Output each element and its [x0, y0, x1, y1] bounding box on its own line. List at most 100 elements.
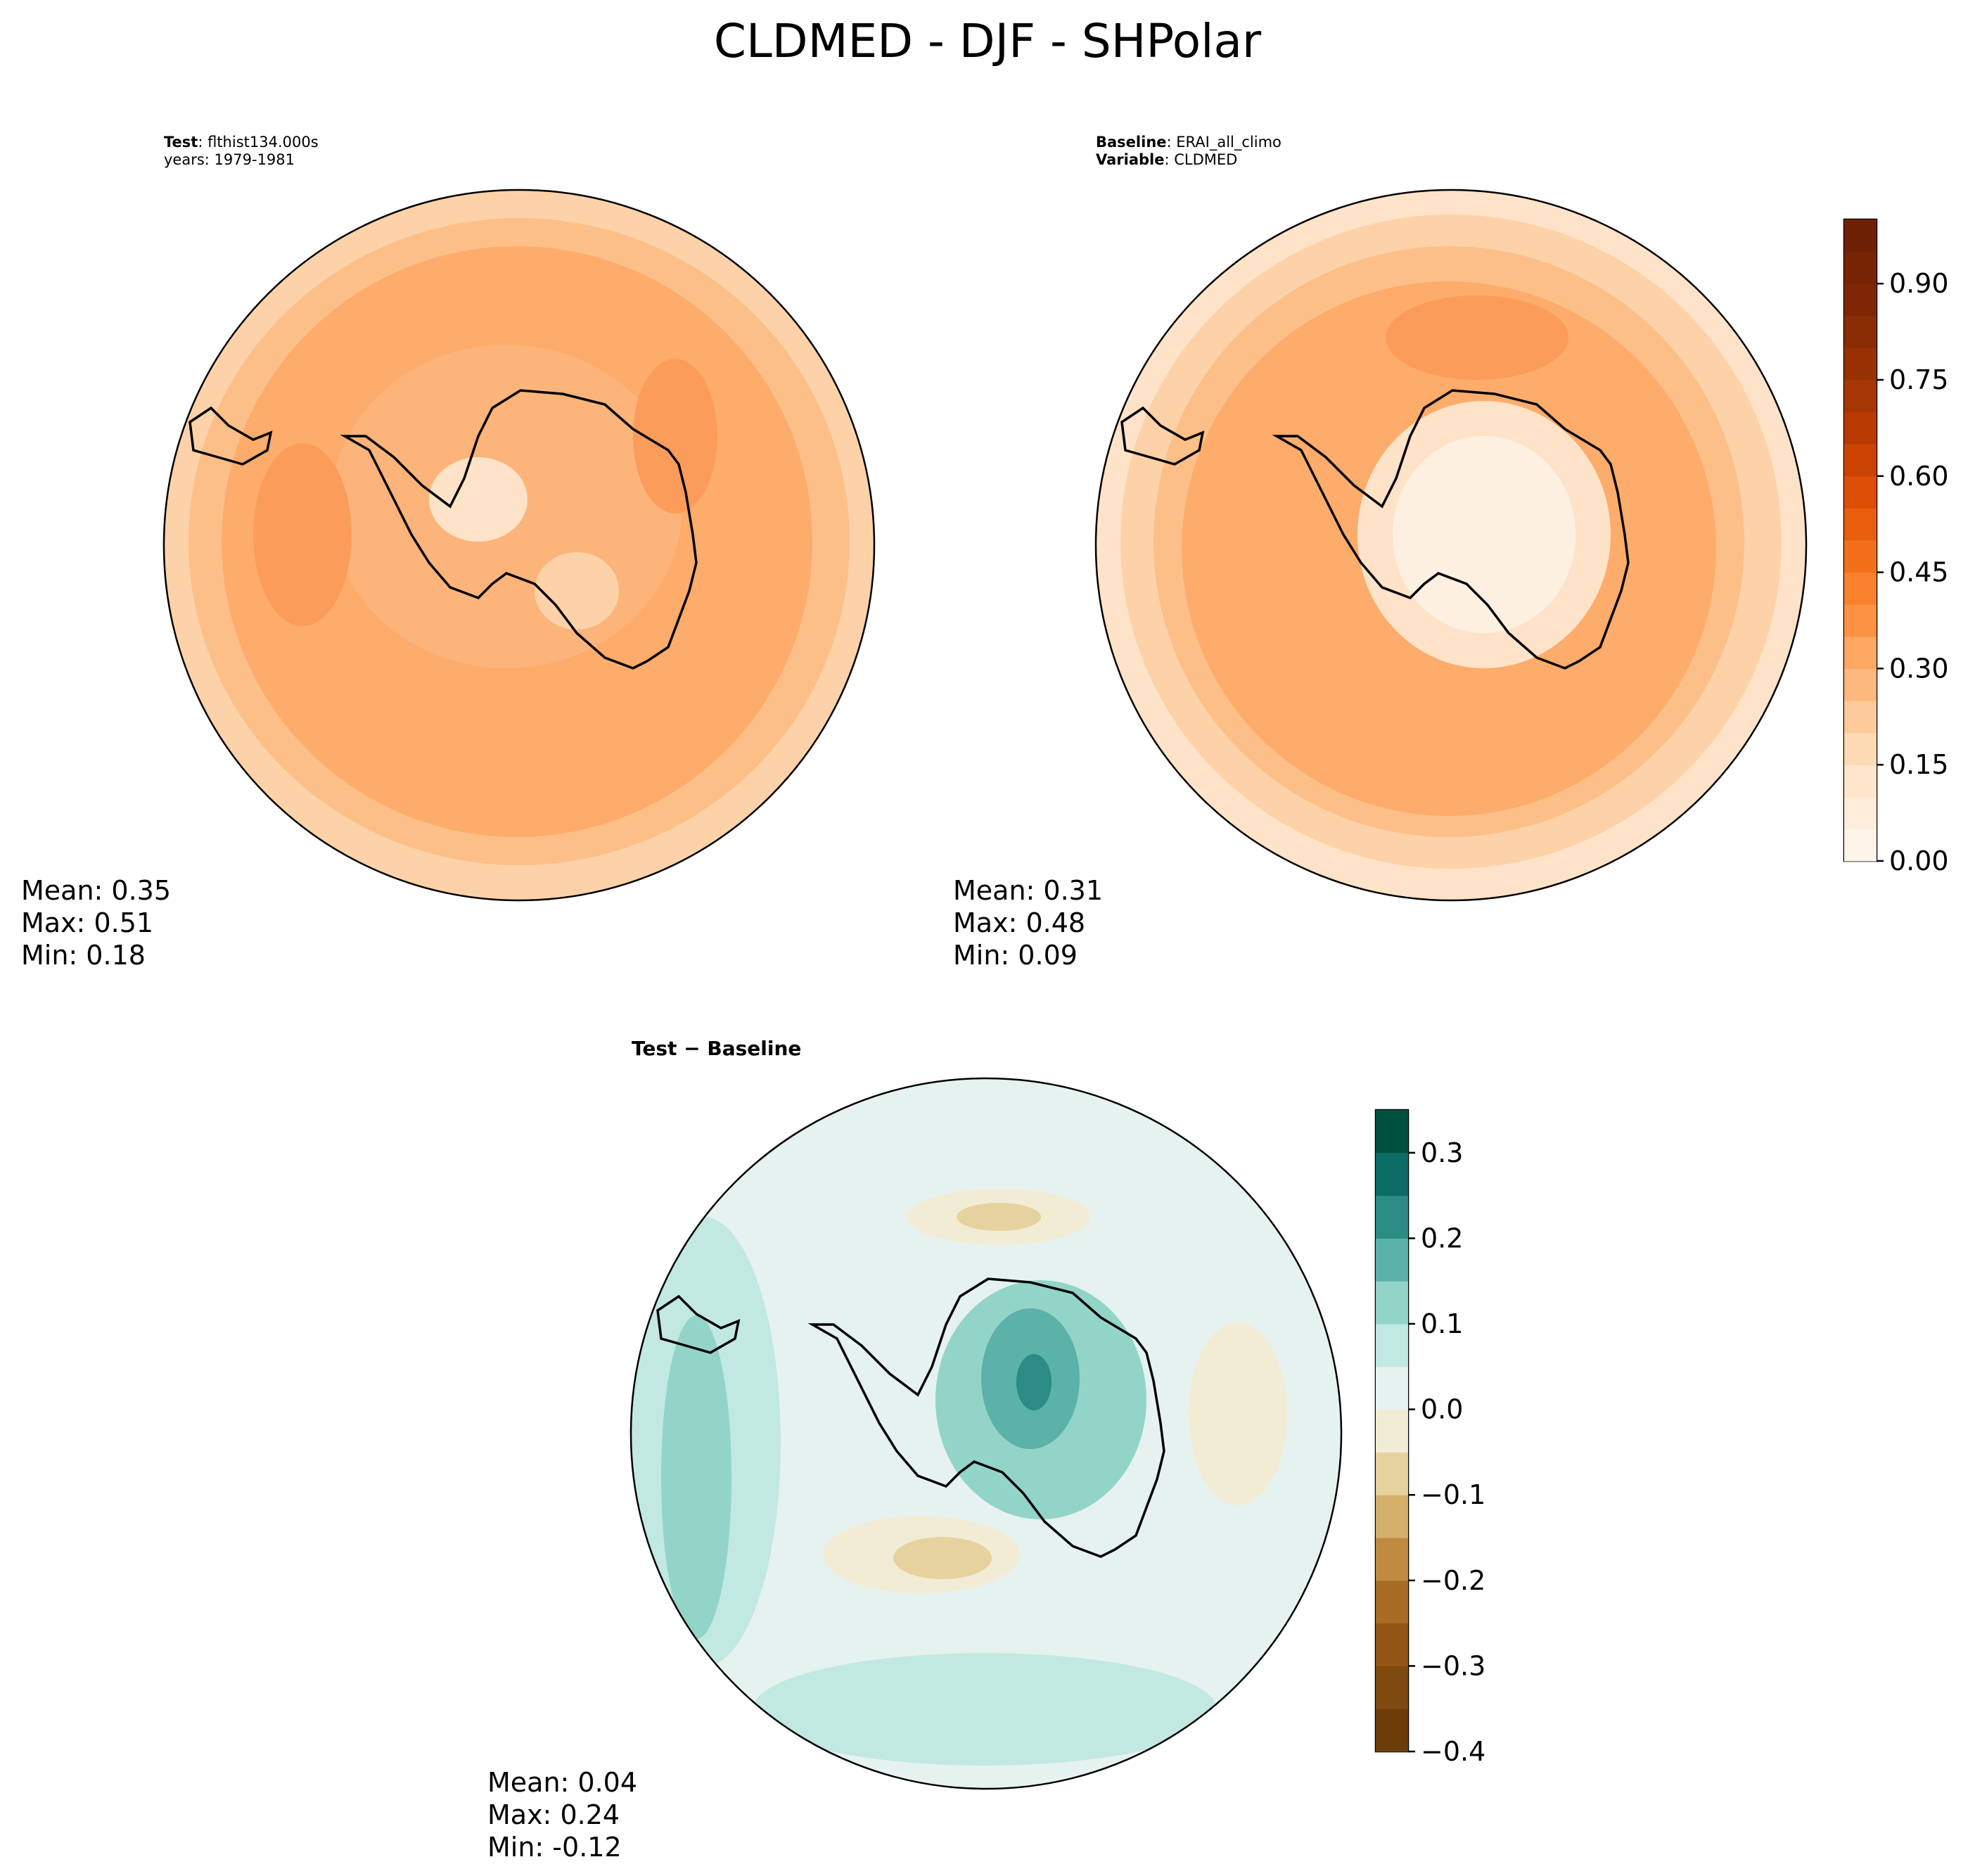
- baseline-field-max-north: [1386, 295, 1568, 380]
- baseline-stats: Mean: 0.31 Max: 0.48 Min: 0.09: [953, 874, 1103, 971]
- colorbar-brbg-band: [1376, 1495, 1408, 1538]
- colorbar-brbg-band: [1376, 1195, 1408, 1239]
- colorbar-oranges-band: [1844, 829, 1877, 862]
- colorbar-oranges-band: [1844, 380, 1877, 413]
- colorbar-oranges-band: [1844, 604, 1877, 637]
- colorbar-oranges-band: [1844, 732, 1877, 765]
- diff-field-south-band: [753, 1653, 1217, 1766]
- diff-field-west-core: [661, 1315, 731, 1639]
- baseline-label-key: Baseline: [1096, 134, 1167, 151]
- diff-max: Max: 0.24: [487, 1799, 620, 1830]
- colorbar-brbg-tick-label: 0.1: [1421, 1308, 1463, 1339]
- colorbar-brbg-tick-label: −0.3: [1421, 1650, 1485, 1681]
- colorbar-oranges-band: [1844, 251, 1877, 284]
- diff-panel-title: Test − Baseline: [632, 1037, 802, 1060]
- colorbar-oranges-band: [1844, 668, 1877, 701]
- diff-min: Min: -0.12: [487, 1832, 622, 1863]
- test-label-value: flthist134.000s: [207, 134, 319, 151]
- test-antarctica-coastline: [340, 389, 698, 670]
- test-field-max-west: [253, 443, 352, 626]
- colorbar-oranges-tick-label: 0.90: [1889, 268, 1949, 299]
- colorbar-brbg: −0.4 −0.3 −0.2 −0.1 0.0 0.1 0.2 0.3: [1376, 1110, 1485, 1767]
- colorbar-brbg-band: [1376, 1623, 1408, 1666]
- baseline-min: Min: 0.09: [953, 940, 1078, 971]
- colorbar-brbg-tick-label: 0.3: [1421, 1137, 1463, 1168]
- baseline-map-boundary: [1094, 189, 1808, 902]
- test-panel-label: Test: flthist134.000s years: 1979-1981: [164, 134, 319, 168]
- colorbar-oranges-band: [1844, 701, 1877, 734]
- colorbar-oranges-band: [1844, 540, 1877, 573]
- variable-label-key: Variable: [1096, 151, 1165, 168]
- colorbar-brbg-tick-label: 0.0: [1421, 1394, 1463, 1425]
- test-label-key: Test: [164, 134, 198, 151]
- colorbar-brbg-band: [1376, 1281, 1408, 1325]
- test-min: Min: 0.18: [21, 940, 146, 971]
- colorbar-oranges-band: [1844, 476, 1877, 509]
- diff-mean: Mean: 0.04: [487, 1767, 638, 1798]
- diff-field-neg-east: [1189, 1322, 1287, 1505]
- colorbar-brbg-tick-label: −0.2: [1421, 1565, 1485, 1596]
- figure-title: CLDMED - DJF - SHPolar: [713, 14, 1262, 68]
- colorbar-brbg-tick-label: 0.2: [1421, 1223, 1463, 1253]
- colorbar-oranges-band: [1844, 444, 1877, 477]
- colorbar-brbg-band: [1376, 1110, 1408, 1154]
- diff-field-pos-max: [1016, 1354, 1052, 1410]
- colorbar-brbg-band: [1376, 1409, 1408, 1453]
- test-field-max-east: [633, 359, 717, 513]
- colorbar-oranges-band: [1844, 315, 1877, 348]
- colorbar-brbg-band: [1376, 1366, 1408, 1410]
- diff-map: [629, 1077, 1343, 1790]
- colorbar-oranges-tick-label: 0.15: [1889, 749, 1949, 780]
- variable-label-value: CLDMED: [1174, 151, 1238, 168]
- test-south-america-coastline: [188, 406, 273, 466]
- diff-stats: Mean: 0.04 Max: 0.24 Min: -0.12: [487, 1766, 637, 1863]
- diff-antarctica-coastline: [807, 1277, 1165, 1558]
- colorbar-brbg-band: [1376, 1709, 1408, 1752]
- colorbar-oranges-tick-label: 0.45: [1889, 557, 1949, 588]
- colorbar-brbg-band: [1376, 1538, 1408, 1581]
- colorbar-brbg-band: [1376, 1324, 1408, 1367]
- baseline-mean: Mean: 0.31: [953, 875, 1104, 906]
- colorbar-oranges-band: [1844, 636, 1877, 669]
- colorbar-oranges-tick-label: 0.00: [1889, 846, 1949, 876]
- baseline-map: [1094, 189, 1808, 902]
- diff-map-boundary: [629, 1077, 1343, 1790]
- diff-south-america-coastline: [656, 1294, 741, 1354]
- test-map-boundary: [162, 189, 876, 902]
- colorbar-brbg-tick-label: −0.1: [1421, 1479, 1485, 1510]
- test-map: [162, 189, 876, 902]
- diff-field-neg-south-core: [893, 1537, 992, 1579]
- colorbar-oranges-band: [1844, 283, 1877, 317]
- colorbar-brbg-band: [1376, 1152, 1408, 1197]
- test-field-min-center: [535, 552, 619, 630]
- colorbar-brbg-band: [1376, 1238, 1408, 1282]
- baseline-field-plateau-core: [1393, 436, 1575, 633]
- colorbar-oranges-band: [1844, 411, 1877, 445]
- colorbar-oranges-tick-label: 0.75: [1889, 364, 1949, 395]
- colorbar-oranges-band: [1844, 765, 1877, 798]
- baseline-south-america-coastline: [1120, 406, 1205, 466]
- colorbar-oranges-tick-label: 0.30: [1889, 653, 1949, 684]
- diff-field-neg-north-core: [957, 1203, 1041, 1231]
- baseline-label-value: ERAI_all_climo: [1176, 134, 1281, 151]
- colorbar-brbg-tick-label: −0.4: [1421, 1736, 1485, 1767]
- test-max: Max: 0.51: [21, 907, 154, 938]
- colorbar-brbg-band: [1376, 1452, 1408, 1495]
- baseline-panel-label: Baseline: ERAI_all_climo Variable: CLDME…: [1096, 134, 1281, 168]
- test-field-min-peninsula: [429, 457, 528, 542]
- colorbar-brbg-band: [1376, 1666, 1408, 1709]
- colorbar-oranges-band: [1844, 796, 1877, 829]
- test-mean: Mean: 0.35: [21, 875, 172, 906]
- colorbar-oranges-band: [1844, 347, 1877, 381]
- colorbar-oranges-band: [1844, 572, 1877, 605]
- colorbar-oranges-tick-label: 0.60: [1889, 461, 1949, 492]
- colorbar-oranges-band: [1844, 508, 1877, 541]
- test-stats: Mean: 0.35 Max: 0.51 Min: 0.18: [21, 874, 171, 971]
- colorbar-oranges-band: [1844, 219, 1877, 253]
- test-years: years: 1979-1981: [164, 151, 295, 168]
- colorbar-brbg-band: [1376, 1580, 1408, 1624]
- baseline-antarctica-coastline: [1272, 389, 1630, 670]
- baseline-max: Max: 0.48: [953, 907, 1086, 938]
- colorbar-oranges: 0.00 0.15 0.30 0.45 0.60 0.75 0.90: [1844, 219, 1949, 876]
